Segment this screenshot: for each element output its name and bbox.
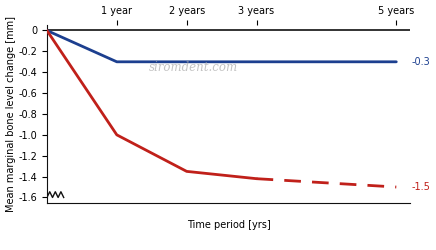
Text: -1.5: -1.5 [412,182,430,192]
Y-axis label: Mean marginal bone level change [mm]: Mean marginal bone level change [mm] [6,16,16,212]
Text: siromdent.com: siromdent.com [149,61,238,74]
Text: Time period [yrs]: Time period [yrs] [187,220,270,230]
Text: -0.3: -0.3 [412,57,430,67]
